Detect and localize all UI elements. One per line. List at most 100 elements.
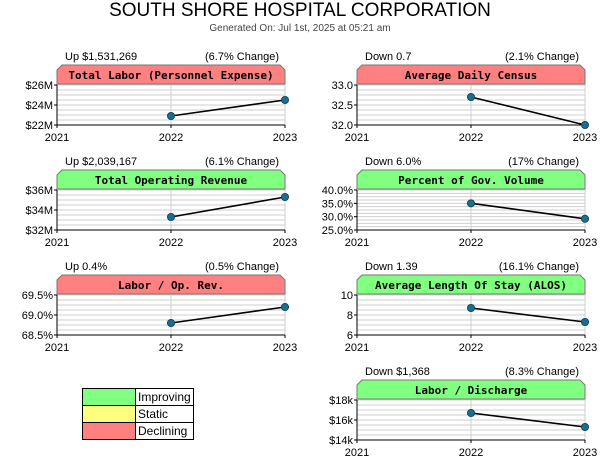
chart-change: (2.1% Change) (505, 51, 579, 63)
x-tick-label: 2021 (345, 447, 369, 459)
status-legend: Improving Static Declining (82, 388, 194, 440)
chart-title: Total Operating Revenue (95, 174, 248, 187)
y-tick-label: 33.0 (332, 80, 353, 92)
series-line (470, 96, 586, 126)
y-tick-label: 10 (341, 290, 353, 302)
legend-row-static: Static (82, 405, 194, 423)
data-point (466, 199, 475, 208)
legend-swatch-static (82, 405, 136, 423)
data-point (166, 112, 175, 121)
legend-label-static: Static (135, 405, 194, 423)
series-line (170, 196, 286, 218)
chart-summary: Down 1.39 (365, 261, 418, 273)
chart-panel-4: Down 6.0% (17% Change) Percent of Gov. Vol… (322, 156, 597, 249)
x-tick-label: 2023 (573, 342, 597, 354)
series-line (170, 306, 286, 324)
x-tick-label: 2022 (159, 342, 183, 354)
legend-label-improving: Improving (135, 388, 194, 406)
x-tick-label: 2023 (573, 447, 597, 459)
x-tick-label: 2022 (459, 237, 483, 249)
chart-change: (6.7% Change) (205, 51, 279, 63)
data-point (581, 214, 590, 223)
y-tick-label: 32.5 (332, 100, 353, 112)
chart-title-banner (56, 274, 286, 295)
x-tick-label: 2022 (159, 132, 183, 144)
x-tick-label: 2021 (345, 237, 369, 249)
series-line (170, 99, 286, 117)
chart-summary: Up $2,039,167 (65, 156, 137, 168)
data-point (581, 121, 590, 130)
y-tick-label: $14k (329, 435, 353, 447)
chart-title: Average Daily Census (405, 69, 537, 82)
chart-panel-2: Down 0.7 (2.1% Change) Average Daily Censu… (332, 51, 598, 144)
series-line (470, 412, 586, 428)
chart-title: Percent of Gov. Volume (398, 174, 544, 187)
chart-title: Average Length Of Stay (ALOS) (375, 279, 567, 292)
y-tick-label: $32M (25, 225, 53, 237)
series-line (470, 202, 586, 220)
legend-swatch-improving (82, 388, 136, 406)
generated-timestamp: Generated On: Jul 1st, 2025 at 05:21 am (209, 23, 391, 34)
x-tick-label: 2022 (159, 237, 183, 249)
y-tick-label: $22M (25, 120, 53, 132)
y-tick-label: 32.0 (332, 120, 353, 132)
x-tick-label: 2021 (345, 132, 369, 144)
y-tick-label: 8 (347, 310, 353, 322)
data-point (581, 422, 590, 431)
chart-summary: Up 0.4% (65, 261, 107, 273)
x-tick-label: 2023 (273, 132, 297, 144)
chart-title: Labor / Op. Rev. (118, 279, 224, 292)
chart-change: (0.5% Change) (205, 261, 279, 273)
y-tick-label: $16k (329, 415, 353, 427)
y-tick-label: 25.0% (322, 225, 353, 237)
chart-title-banner (56, 169, 286, 190)
data-point (466, 303, 475, 312)
chart-title: Labor / Discharge (415, 384, 528, 397)
x-tick-label: 2023 (573, 237, 597, 249)
chart-title-banner (356, 64, 586, 85)
y-tick-label: 69.0% (22, 310, 53, 322)
chart-change: (16.1% Change) (499, 261, 579, 273)
chart-title-banner (356, 274, 586, 295)
chart-title: Total Labor (Personnel Expense) (68, 69, 273, 82)
data-point (166, 318, 175, 327)
chart-summary: Up $1,531,269 (65, 51, 137, 63)
y-tick-label: $36M (25, 185, 53, 197)
x-tick-label: 2023 (273, 342, 297, 354)
legend-row-declining: Declining (82, 422, 194, 440)
chart-panel-5: Up 0.4% (0.5% Change) Labor / Op. Rev. 68.5… (22, 261, 297, 354)
y-tick-label: $24M (25, 100, 53, 112)
x-tick-label: 2021 (45, 132, 69, 144)
chart-panel-7: Down $1,368 (8.3% Change) Labor / Discharg… (329, 366, 597, 459)
x-tick-label: 2022 (459, 447, 483, 459)
chart-change: (17% Change) (508, 156, 579, 168)
chart-summary: Down 6.0% (365, 156, 421, 168)
chart-summary: Down $1,368 (365, 366, 430, 378)
chart-change: (6.1% Change) (205, 156, 279, 168)
y-tick-label: 30.0% (322, 212, 353, 224)
y-tick-label: 68.5% (22, 330, 53, 342)
data-point (166, 212, 175, 221)
chart-title-banner (356, 169, 586, 190)
y-tick-label: $26M (25, 80, 53, 92)
y-tick-label: 6 (347, 330, 353, 342)
chart-panel-3: Up $2,039,167 (6.1% Change) Total Operatin… (25, 156, 297, 249)
data-point (581, 317, 590, 326)
x-tick-label: 2021 (345, 342, 369, 354)
chart-panel-6: Down 1.39 (16.1% Change) Average Length Of… (341, 261, 597, 354)
legend-row-improving: Improving (82, 388, 194, 406)
y-tick-label: 35.0% (322, 198, 353, 210)
y-tick-label: 40.0% (322, 185, 353, 197)
x-tick-label: 2021 (45, 237, 69, 249)
chart-change: (8.3% Change) (505, 366, 579, 378)
data-point (280, 192, 289, 201)
chart-summary: Down 0.7 (365, 51, 411, 63)
data-point (280, 96, 289, 105)
x-tick-label: 2023 (573, 132, 597, 144)
chart-title-banner (56, 64, 286, 85)
page-title: SOUTH SHORE HOSPITAL CORPORATION (109, 0, 491, 21)
legend-label-declining: Declining (135, 422, 194, 440)
y-tick-label: 69.5% (22, 290, 53, 302)
x-tick-label: 2023 (273, 237, 297, 249)
